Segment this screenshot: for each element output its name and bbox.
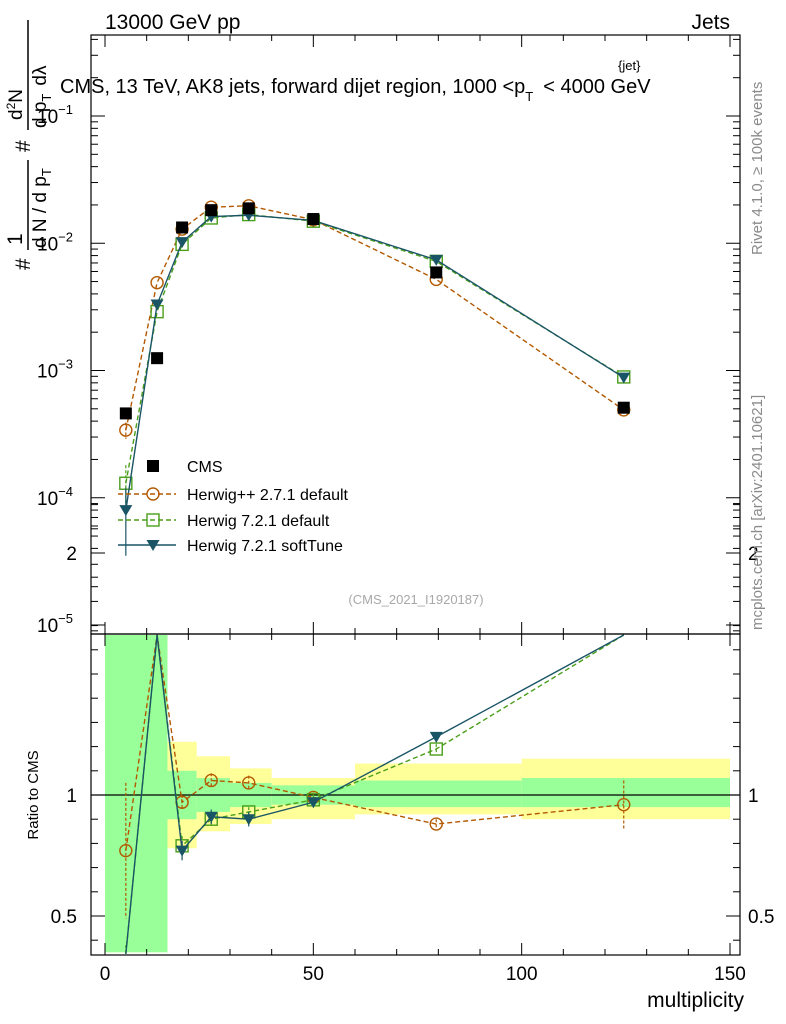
point-cms <box>119 407 132 420</box>
legend-label: CMS <box>187 459 223 476</box>
series-line-herwig-2-7-1-default <box>125 205 625 431</box>
legend-label: Herwig 7.2.1 softTune <box>187 538 343 555</box>
legend-marker <box>146 540 160 551</box>
ratio-y-tick-label-left: 1 <box>66 786 77 807</box>
y-tick-label: 10−3 <box>37 357 73 383</box>
axes-ticks: 0 50 100 150 10−5 10−4 10−3 10−2 10−1 0.5 0.5 1 1 2 2 <box>37 35 774 985</box>
legend-label: Herwig++ 2.7.1 default <box>187 487 349 504</box>
point-cms <box>176 221 189 234</box>
ratio-point-herwig-7-2-1-softtune <box>204 811 218 823</box>
ratio-point-herwig-2-7-1-default <box>204 773 218 788</box>
svg-text:#: # <box>12 258 35 270</box>
chart-title: CMS, 13 TeV, AK8 jets, forward dijet reg… <box>60 76 651 104</box>
legend-marker <box>146 487 160 501</box>
y-tick-label: 10−1 <box>37 102 73 128</box>
point-cms <box>242 202 255 215</box>
legend-marker <box>146 513 160 527</box>
top-ylabel: # 1 d N / d pT # d2N d pTdλ <box>4 20 54 270</box>
x-tick-label: 0 <box>100 964 111 985</box>
x-tick-label: 150 <box>714 964 746 985</box>
series-line-herwig-7-2-1-softtune <box>125 214 625 511</box>
chart-title-superscript: {jet} <box>618 58 641 73</box>
point-cms <box>617 401 630 414</box>
ratio-y-tick-label-left: 2 <box>66 544 77 565</box>
legend-label: Herwig 7.2.1 default <box>187 513 330 530</box>
ratio-point-herwig-2-7-1-default <box>242 776 256 790</box>
x-axis-label: multiplicity <box>647 989 744 1012</box>
x-tick-label: 50 <box>303 964 324 985</box>
ratio-y-tick-label-left: 0.5 <box>51 907 77 928</box>
ratio-point-herwig-2-7-1-default <box>617 797 631 812</box>
band-green-0 <box>105 635 168 953</box>
ratio-point-herwig-2-7-1-default <box>429 817 443 831</box>
svg-text:d2N: d2N <box>4 89 27 120</box>
ratio-y-tick-label-right: 1 <box>748 786 759 807</box>
header-left: 13000 GeV pp <box>105 11 240 34</box>
svg-text:d N / d pT: d N / d pT <box>30 168 54 248</box>
x-tick-label: 100 <box>506 964 538 985</box>
y-tick-label: 10−2 <box>37 229 73 255</box>
y-tick-label: 10−4 <box>37 484 73 510</box>
ratio-line-herwig-2-7-1-default <box>125 634 624 851</box>
point-cms <box>430 266 443 279</box>
series-line-herwig-7-2-1-default <box>125 213 625 484</box>
point-herwig-7-2-1-softtune <box>175 237 189 249</box>
ratio-point-herwig-2-7-1-default <box>119 843 133 858</box>
analysis-watermark: (CMS_2021_I1920187) <box>348 592 483 607</box>
ratio-panel-series <box>119 634 631 955</box>
watermark-group: (CMS_2021_I1920187) <box>348 592 483 607</box>
point-cms <box>205 204 218 217</box>
point-herwig-7-2-1-softtune <box>429 254 443 266</box>
mcplots-label: mcplots.cern.ch [arXiv:2401.10621] <box>749 395 766 630</box>
header-right: Jets <box>691 11 730 34</box>
legend: CMS Herwig++ 2.7.1 default Herwig 7.2.1 de… <box>118 459 349 555</box>
top-panel-series <box>119 199 631 556</box>
ratio-point-herwig-7-2-1-softtune <box>429 731 443 743</box>
point-herwig-2-7-1-default <box>119 423 133 437</box>
ratio-line-herwig-7-2-1-softtune <box>125 634 625 955</box>
point-herwig-2-7-1-default <box>150 275 164 290</box>
ratio-point-herwig-7-2-1-softtune <box>242 814 256 826</box>
svg-text:#: # <box>12 140 35 152</box>
band-green-5 <box>355 780 522 808</box>
band-green-6 <box>521 778 730 808</box>
svg-text:1: 1 <box>4 233 27 245</box>
rivet-label: Rivet 4.1.0, ≥ 100k events <box>749 82 766 255</box>
svg-text:d pTdλ: d pTdλ <box>30 65 54 128</box>
ratio-point-herwig-7-2-1-softtune <box>175 845 189 857</box>
ratio-bands <box>91 635 740 953</box>
ratio-point-herwig-7-2-1-softtune <box>306 797 320 809</box>
point-herwig-7-2-1-softtune <box>119 505 133 517</box>
ratio-y-tick-label-right: 0.5 <box>748 907 774 928</box>
point-cms <box>307 213 320 226</box>
y-tick-label: 10−5 <box>37 611 73 637</box>
ratio-ylabel: Ratio to CMS <box>25 750 42 839</box>
ratio-point-herwig-7-2-1-default <box>429 742 443 756</box>
legend-marker <box>147 460 159 472</box>
point-herwig-7-2-1-softtune <box>150 299 164 311</box>
point-herwig-7-2-1-softtune <box>617 372 631 384</box>
ratio-y-tick-label-right: 2 <box>748 544 759 565</box>
point-cms <box>151 352 164 365</box>
